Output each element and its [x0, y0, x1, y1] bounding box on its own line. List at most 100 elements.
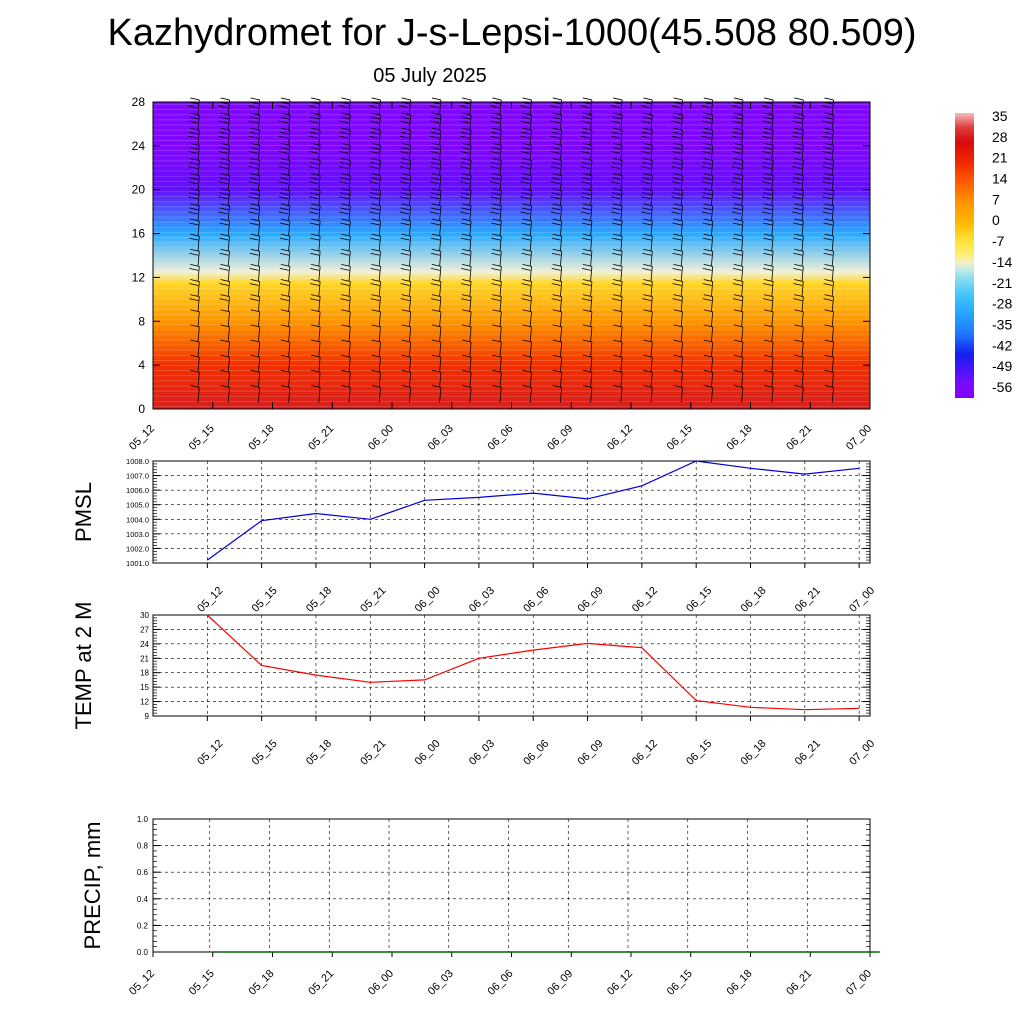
barb-staff	[801, 266, 804, 282]
barb-flag	[370, 298, 380, 302]
barb-flag	[612, 131, 622, 135]
barb-staff	[258, 220, 261, 237]
x-tick-label: 06_03	[467, 738, 497, 768]
barb-staff	[741, 175, 744, 191]
barb-flag	[430, 146, 441, 150]
barb-flag	[370, 267, 380, 271]
barb-staff	[711, 160, 714, 176]
barb-flag	[672, 298, 682, 302]
barb-flag	[370, 222, 380, 226]
barb-staff	[439, 296, 442, 312]
barb-flag	[641, 166, 651, 169]
barb-flag	[581, 207, 592, 211]
x-tick-label: 06_12	[630, 585, 660, 615]
barb-flag	[792, 150, 802, 154]
barb-flag	[461, 131, 471, 135]
barb-staff	[529, 175, 532, 191]
barb-flag	[701, 135, 711, 139]
barb-staff	[469, 266, 472, 282]
barb-staff	[227, 266, 230, 282]
barb-flag	[460, 105, 470, 109]
barb-staff	[529, 266, 532, 282]
barb-flag	[731, 135, 742, 139]
barb-flag	[309, 150, 319, 154]
barb-staff	[378, 311, 381, 327]
barb-staff	[197, 220, 200, 237]
barb-flag	[731, 211, 742, 215]
barb-staff	[771, 130, 774, 146]
barb-flag	[490, 166, 500, 169]
wind-barb	[188, 158, 200, 176]
barb-staff	[378, 115, 381, 131]
barb-flag	[642, 116, 652, 120]
barb-flag	[279, 222, 290, 226]
barb-flag	[823, 146, 833, 150]
barb-staff	[590, 387, 593, 403]
barb-staff	[529, 387, 532, 403]
barb-flag	[521, 237, 531, 241]
barb-staff	[348, 160, 351, 176]
barb-flag	[249, 237, 259, 241]
barb-flag	[189, 131, 199, 135]
barb-flag	[520, 196, 530, 200]
barb-flag	[732, 298, 743, 302]
x-tick-label: 06_09	[545, 968, 575, 998]
y-tick-label: 1002.0	[126, 544, 149, 553]
colorbar-label: 7	[992, 191, 1000, 207]
x-tick-label: 05_12	[127, 423, 157, 453]
barb-flag	[369, 120, 379, 124]
barb-flag	[218, 150, 228, 154]
x-tick-label: 05_15	[250, 738, 280, 768]
barb-flag	[824, 97, 834, 101]
barb-staff	[560, 281, 563, 297]
barb-staff	[831, 281, 834, 297]
barb-staff	[227, 357, 230, 373]
barb-staff	[831, 372, 834, 388]
barb-staff	[711, 326, 714, 342]
barb-flag	[341, 97, 351, 101]
barb-flag	[823, 237, 833, 241]
barb-flag	[311, 97, 321, 101]
barb-flag	[551, 237, 561, 241]
barb-flag	[248, 105, 258, 109]
barb-flag	[461, 267, 471, 271]
barb-staff	[227, 190, 230, 206]
temperature-field	[153, 102, 870, 409]
barb-staff	[529, 341, 532, 358]
barb-flag	[190, 97, 200, 101]
barb-staff	[711, 190, 714, 206]
barb-flag	[248, 211, 258, 215]
barb-flag	[613, 97, 623, 101]
barb-flag	[369, 181, 379, 184]
barb-flag	[793, 298, 803, 302]
barb-staff	[560, 387, 563, 403]
barb-staff	[409, 130, 412, 146]
barb-flag	[249, 131, 259, 135]
barb-flag	[429, 150, 440, 154]
colorbar-label: -28	[992, 296, 1012, 312]
barb-flag	[339, 120, 349, 124]
barb-flag	[641, 196, 651, 200]
barb-flag	[580, 150, 591, 154]
barb-staff	[741, 130, 744, 146]
barb-flag	[340, 131, 350, 135]
barb-staff	[318, 296, 321, 312]
barb-staff	[318, 160, 321, 176]
barb-flag	[339, 181, 349, 184]
barb-flag	[279, 116, 290, 120]
x-tick-label: 06_03	[467, 585, 497, 615]
barb-flag	[310, 252, 320, 256]
barb-staff	[469, 326, 472, 342]
barb-flag	[612, 252, 622, 256]
barb-staff	[197, 326, 200, 342]
barb-staff	[197, 175, 200, 191]
barb-staff	[801, 326, 804, 342]
barb-staff	[499, 190, 502, 206]
y-tick-label: 28	[132, 95, 146, 109]
barb-flag	[671, 150, 681, 154]
barb-staff	[469, 160, 472, 176]
barb-flag	[309, 196, 319, 200]
barb-flag	[248, 181, 258, 184]
barb-staff	[529, 357, 532, 373]
barb-flag	[793, 222, 803, 226]
